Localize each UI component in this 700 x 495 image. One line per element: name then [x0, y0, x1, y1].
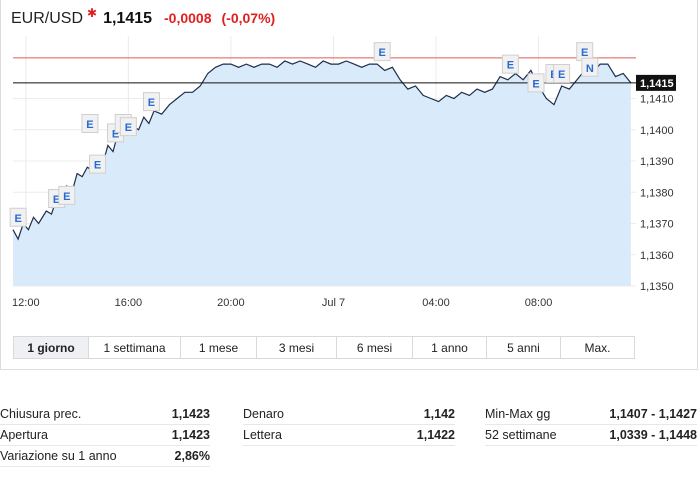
y-tick-label: 1,1390 — [640, 156, 674, 168]
event-marker-label: E — [125, 122, 132, 134]
price-change-percent: (-0,07%) — [221, 10, 276, 26]
event-marker-label: E — [112, 128, 119, 140]
event-marker[interactable]: N — [581, 57, 599, 77]
stat-label: Denaro — [243, 407, 284, 421]
tab-range[interactable]: 6 mesi — [337, 336, 413, 359]
stat-label: Chiusura prec. — [0, 407, 82, 421]
stat-row: Lettera 1,1422 — [243, 425, 455, 446]
event-marker-label: E — [94, 160, 101, 172]
y-tick-label: 1,1410 — [640, 94, 674, 106]
event-marker-box — [81, 114, 99, 133]
event-marker[interactable]: E — [58, 185, 76, 205]
stat-value: 2,86% — [174, 449, 210, 463]
price-chart[interactable]: Investing.comEEEEEEEEEEEEEEEN1,14101,140… — [1, 0, 699, 330]
y-tick-label: 1,1370 — [640, 219, 674, 231]
stat-row: Min-Max gg 1,1407 - 1,1427 — [485, 404, 697, 425]
tab-range[interactable]: 1 settimana — [89, 336, 181, 359]
stat-label: 52 settimane — [485, 428, 557, 442]
event-marker[interactable]: E — [9, 207, 27, 227]
chart-panel: EUR/USD ✱ 1,1415 -0,0008 (-0,07%) Invest… — [0, 0, 698, 370]
event-marker-label: E — [558, 69, 565, 81]
stat-value: 1,1422 — [416, 428, 455, 442]
event-marker-box — [142, 92, 160, 112]
event-marker-box — [553, 64, 571, 83]
event-marker[interactable]: E — [527, 73, 545, 93]
y-tick-label: 1,1350 — [640, 281, 674, 293]
tab-range[interactable]: 1 giorno — [13, 336, 89, 359]
stat-value: 1,1423 — [171, 407, 210, 421]
event-marker-label: E — [86, 119, 93, 131]
last-price: 1,1415 — [103, 10, 153, 27]
stat-label: Apertura — [0, 428, 48, 442]
event-marker-box — [89, 154, 107, 174]
event-marker[interactable]: E — [142, 92, 160, 112]
x-tick-label: 16:00 — [115, 297, 143, 309]
event-marker-label: E — [379, 47, 386, 59]
event-marker-box — [527, 73, 545, 93]
event-marker-label: E — [581, 47, 588, 59]
x-tick-label: 08:00 — [525, 297, 553, 309]
x-tick-label: 04:00 — [422, 297, 450, 309]
x-tick-label: 12:00 — [12, 297, 40, 309]
event-marker-label: E — [532, 78, 539, 90]
stat-value: 1,0339 - 1,1448 — [609, 428, 697, 442]
stat-row: Apertura 1,1423 — [0, 425, 210, 446]
event-marker-box — [9, 207, 27, 227]
instrument-symbol[interactable]: EUR/USD — [11, 10, 84, 27]
stat-value: 1,1407 - 1,1427 — [609, 407, 697, 421]
stat-label: Min-Max gg — [485, 407, 551, 421]
last-price-tag-label: 1,1415 — [640, 78, 674, 90]
stat-value: 1,1423 — [171, 428, 210, 442]
event-marker-label: E — [63, 191, 70, 203]
event-marker[interactable]: E — [373, 42, 391, 62]
event-marker-label: E — [14, 213, 21, 225]
stat-row: Variazione su 1 anno 2,86% — [0, 446, 210, 467]
event-marker-box — [501, 54, 519, 74]
tab-range[interactable]: 3 mesi — [257, 336, 337, 359]
range-tabs: 1 giorno 1 settimana 1 mese 3 mesi 6 mesi 1 a… — [13, 336, 635, 359]
event-marker[interactable]: E — [119, 117, 137, 137]
price-change: -0,0008 — [164, 10, 212, 26]
tab-range[interactable]: Max. — [561, 336, 635, 359]
price-area — [13, 61, 631, 286]
event-marker-label: E — [53, 194, 60, 206]
event-marker[interactable]: E — [89, 154, 107, 174]
tab-range[interactable]: 1 mese — [181, 336, 257, 359]
event-marker-box — [58, 185, 76, 205]
event-marker[interactable]: E — [576, 42, 594, 62]
event-marker-box — [119, 117, 137, 137]
quote-header: EUR/USD ✱ 1,1415 -0,0008 (-0,07%) — [11, 6, 276, 30]
y-tick-label: 1,1380 — [640, 187, 674, 199]
event-marker[interactable]: E — [501, 54, 519, 74]
x-tick-label: 20:00 — [217, 297, 245, 309]
stat-row: Chiusura prec. 1,1423 — [0, 404, 210, 425]
y-tick-label: 1,1400 — [640, 125, 674, 137]
stat-row: 52 settimane 1,0339 - 1,1448 — [485, 425, 697, 446]
stat-label: Lettera — [243, 428, 282, 442]
event-marker-label: E — [148, 97, 155, 109]
stat-value: 1,142 — [423, 407, 455, 421]
stat-label: Variazione su 1 anno — [0, 449, 117, 463]
event-marker[interactable]: E — [81, 114, 99, 133]
event-marker[interactable]: E — [553, 64, 571, 83]
y-tick-label: 1,1360 — [640, 250, 674, 262]
event-marker-label: N — [586, 63, 594, 75]
event-marker-box — [581, 57, 599, 77]
event-marker-label: E — [507, 60, 514, 72]
event-marker-box — [373, 42, 391, 62]
x-tick-label: Jul 7 — [322, 297, 345, 309]
tab-range[interactable]: 5 anni — [487, 336, 561, 359]
last-price-tag — [636, 74, 676, 91]
tab-range[interactable]: 1 anno — [413, 336, 487, 359]
live-indicator-icon: ✱ — [87, 6, 98, 20]
stat-row: Denaro 1,142 — [243, 404, 455, 425]
